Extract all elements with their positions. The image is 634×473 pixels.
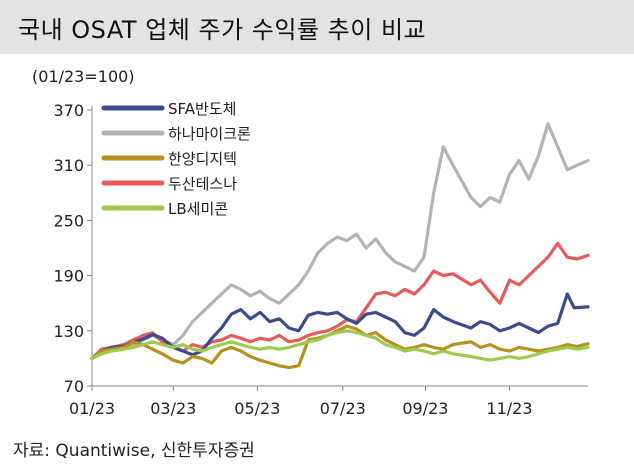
chart-axes: 370 310 250 190 130 70 01/23 03/23 05/23 07/23 09/…	[53, 101, 588, 418]
series-line-2	[90, 122, 590, 360]
chart-series	[90, 122, 590, 370]
legend-label-3: 한양디지텍	[168, 150, 237, 168]
y-tick-label: 70	[64, 377, 84, 396]
legend-label-5: LB세미콘	[168, 200, 228, 218]
x-tick-label: 07/23	[320, 399, 366, 418]
legend-label-2: 하나마이크론	[168, 125, 251, 143]
x-tick-label: 05/23	[234, 399, 280, 418]
series-line-5	[90, 329, 590, 362]
x-tick-label: 03/23	[150, 399, 196, 418]
x-tick-label: 09/23	[402, 399, 448, 418]
y-tick-label: 370	[53, 101, 84, 120]
y-tick-label: 130	[53, 322, 84, 341]
unit-label: (01/23=100)	[32, 67, 135, 86]
page-title: 국내 OSAT 업체 주가 수익률 추이 비교	[18, 16, 427, 44]
legend-label-4: 두산테스나	[168, 175, 237, 193]
x-tick-label: 01/23	[69, 399, 115, 418]
line-chart: 370 310 250 190 130 70 01/23 03/23 05/23 07/23 09/…	[53, 100, 590, 418]
x-tick-label: 11/23	[486, 399, 532, 418]
y-tick-label: 250	[53, 211, 84, 230]
y-tick-label: 310	[53, 156, 84, 175]
source-note: 자료: Quantiwise, 신한투자증권	[13, 441, 255, 461]
y-tick-label: 190	[53, 267, 84, 286]
legend-label-1: SFA반도체	[168, 100, 236, 118]
series-line-3	[90, 324, 590, 370]
series-line-1	[90, 292, 590, 360]
title-bar	[0, 0, 634, 54]
